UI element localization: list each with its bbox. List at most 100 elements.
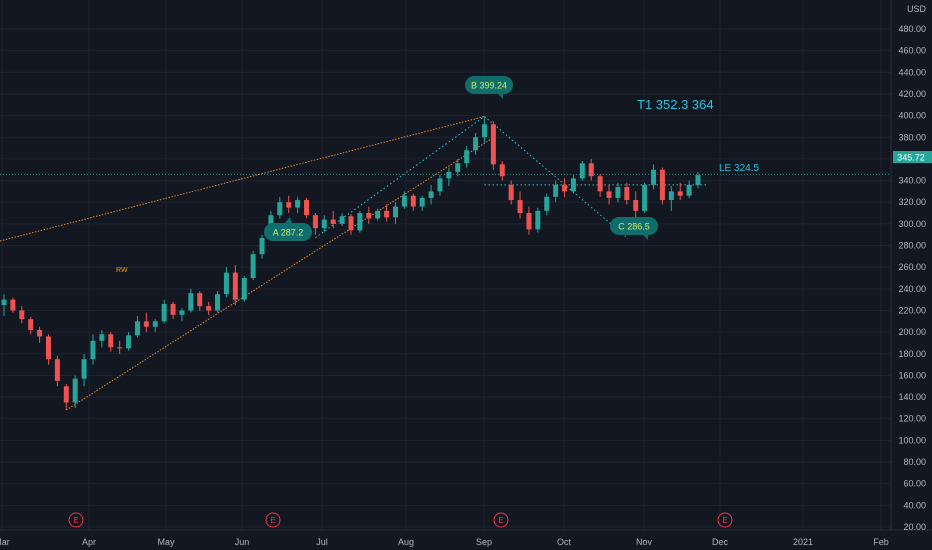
candle-body <box>392 206 398 218</box>
candle-body <box>232 272 238 300</box>
earnings-marker-letter: E <box>722 516 727 525</box>
candle <box>81 353 87 387</box>
candle-body <box>304 200 310 216</box>
candle <box>357 210 363 233</box>
candle-body <box>37 329 43 337</box>
candle-body <box>419 197 425 207</box>
earnings-marker-letter: E <box>73 516 78 525</box>
candle-body <box>161 303 167 322</box>
earnings-marker <box>493 512 509 528</box>
earnings-marker-letter: E <box>498 516 503 525</box>
candle-body <box>10 299 16 311</box>
candle <box>259 234 265 259</box>
time-tick-label: Jul <box>316 537 328 547</box>
candle-body <box>481 124 487 138</box>
price-tick-label: 440.00 <box>898 67 926 77</box>
time-tick-label: Nov <box>636 537 653 547</box>
callout-c: C 286.5 <box>610 217 658 240</box>
candle-body <box>108 334 114 348</box>
price-tick-label: 80.00 <box>903 457 926 467</box>
candle <box>401 191 407 209</box>
candle-body <box>642 184 648 211</box>
candle-body <box>259 237 265 255</box>
price-tick-label: 380.00 <box>898 132 926 142</box>
candle-body <box>143 321 149 327</box>
candle <box>339 213 345 227</box>
candle <box>499 161 505 181</box>
candle <box>464 145 470 168</box>
candle <box>312 213 318 235</box>
candle <box>197 290 203 311</box>
candle-body <box>241 278 247 300</box>
candle <box>170 301 176 320</box>
candle <box>188 288 194 313</box>
candle-body <box>473 137 479 151</box>
last-price-badge-bg <box>893 151 932 163</box>
candle <box>624 182 630 205</box>
candle-body <box>588 163 594 177</box>
candle-body <box>250 254 256 278</box>
candle <box>651 164 657 190</box>
time-tick-label: 2021 <box>793 537 813 547</box>
candle <box>588 158 594 181</box>
price-tick-label: 140.00 <box>898 392 926 402</box>
candle-body <box>99 334 105 341</box>
time-axis[interactable]: Mar Apr May Jun Jul Aug Sep Oct Nov Dec 2021 Feb <box>0 537 889 547</box>
candle <box>481 116 487 143</box>
candle <box>384 204 390 222</box>
candle <box>597 174 603 197</box>
callout-b-tail <box>497 92 503 99</box>
candle-body <box>45 336 51 360</box>
candle <box>152 319 158 333</box>
candle-body <box>686 184 692 196</box>
candle-body <box>490 124 496 165</box>
candle <box>72 375 78 408</box>
time-tick-label: Feb <box>873 537 889 547</box>
candle <box>241 275 247 302</box>
candle <box>348 214 354 235</box>
candle <box>606 184 612 205</box>
candle-body <box>633 200 639 211</box>
candle <box>108 332 114 352</box>
price-tick-label: 460.00 <box>898 46 926 56</box>
candle-body <box>579 163 585 179</box>
candle-body <box>624 187 630 201</box>
candle-body <box>366 213 372 219</box>
candle-body <box>197 293 203 307</box>
price-tick-label: 220.00 <box>898 305 926 315</box>
candle <box>490 121 496 170</box>
price-tick-label: 120.00 <box>898 414 926 424</box>
callout-a-tail <box>284 217 292 224</box>
candle <box>570 175 576 194</box>
candle <box>63 384 69 411</box>
candles <box>1 116 701 411</box>
price-axis[interactable]: 480.00460.00440.00420.00400.00380.00360.… <box>898 24 926 532</box>
candle <box>562 178 568 197</box>
candle <box>392 202 398 224</box>
candle-body <box>72 378 78 403</box>
candle-body <box>215 294 221 311</box>
earnings-marker <box>265 512 281 528</box>
candle <box>304 197 310 219</box>
candle-body <box>321 219 327 229</box>
candle <box>206 301 212 315</box>
candle <box>126 332 132 351</box>
candle <box>45 334 51 365</box>
candle <box>161 299 167 324</box>
candle-body <box>134 321 140 336</box>
rw-label: RW <box>116 267 128 274</box>
candle <box>508 180 514 205</box>
candle <box>535 207 541 233</box>
price-tick-label: 480.00 <box>898 24 926 34</box>
candle-body <box>401 195 407 207</box>
currency-label: USD <box>907 4 927 14</box>
price-tick-label: 300.00 <box>898 219 926 229</box>
candle-body <box>1 299 7 306</box>
callout-b: B 399.24 <box>465 76 513 99</box>
candle-body <box>455 163 461 172</box>
price-tick-label: 340.00 <box>898 176 926 186</box>
candle <box>330 210 336 229</box>
candle <box>117 340 123 354</box>
